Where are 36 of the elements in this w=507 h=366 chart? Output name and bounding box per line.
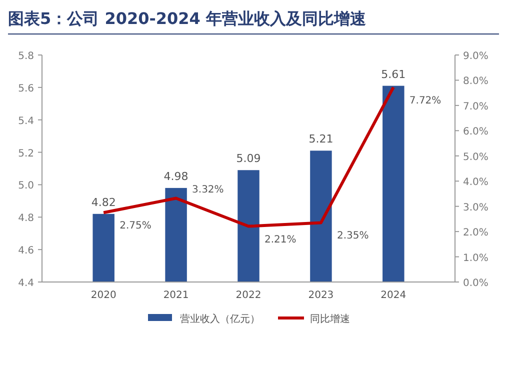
x-tick-label: 2021 [163, 290, 189, 301]
y-tick-label: 5.4 [18, 116, 34, 127]
y-tick-label: 5.0 [18, 180, 34, 192]
x-tick-label: 2024 [380, 290, 406, 301]
data-label: 3.32% [192, 184, 224, 196]
y2-tick-label: 4.0% [463, 177, 488, 188]
y-tick-label: 4.6 [18, 246, 34, 257]
y2-tick-label: 7.0% [463, 101, 488, 112]
x-tick-label: 2023 [308, 290, 334, 301]
y-tick-label: 5.8 [18, 51, 34, 62]
data-label: 2.21% [264, 234, 296, 246]
y2-tick-label: 2.0% [463, 228, 488, 239]
y-tick-label: 4.4 [18, 278, 34, 289]
data-label: 7.72% [409, 95, 442, 106]
y-tick-label: 5.6 [18, 83, 34, 94]
data-label: 5.09 [236, 152, 261, 166]
x-tick-label: 2022 [236, 290, 262, 301]
x-tick-label: 2020 [90, 290, 116, 301]
data-label: 2.35% [336, 230, 369, 242]
y2-tick-label: 3.0% [463, 202, 488, 214]
y2-tick-label: 8.0% [463, 76, 488, 88]
legend-label: 营业收入（亿元） [180, 313, 260, 325]
data-label: 4.82 [91, 196, 116, 209]
y-tick-label: 5.2 [18, 148, 34, 160]
y2-tick-label: 9.0% [463, 51, 488, 62]
data-label: 4.98 [164, 170, 188, 183]
legend-label: 同比增速 [310, 313, 350, 325]
data-label: 2.75% [120, 220, 152, 232]
data-label: 5.21 [308, 132, 334, 146]
y2-tick-label: 0.0% [463, 278, 488, 289]
y2-tick-label: 5.0% [463, 152, 488, 163]
y-tick-label: 4.8 [18, 213, 34, 224]
chart-title: 图表5：公司 2020-2024 年营业收入及同比增速 [8, 9, 367, 28]
data-label: 5.61 [381, 68, 406, 81]
y2-tick-label: 6.0% [463, 126, 488, 138]
y2-tick-label: 1.0% [463, 252, 488, 264]
